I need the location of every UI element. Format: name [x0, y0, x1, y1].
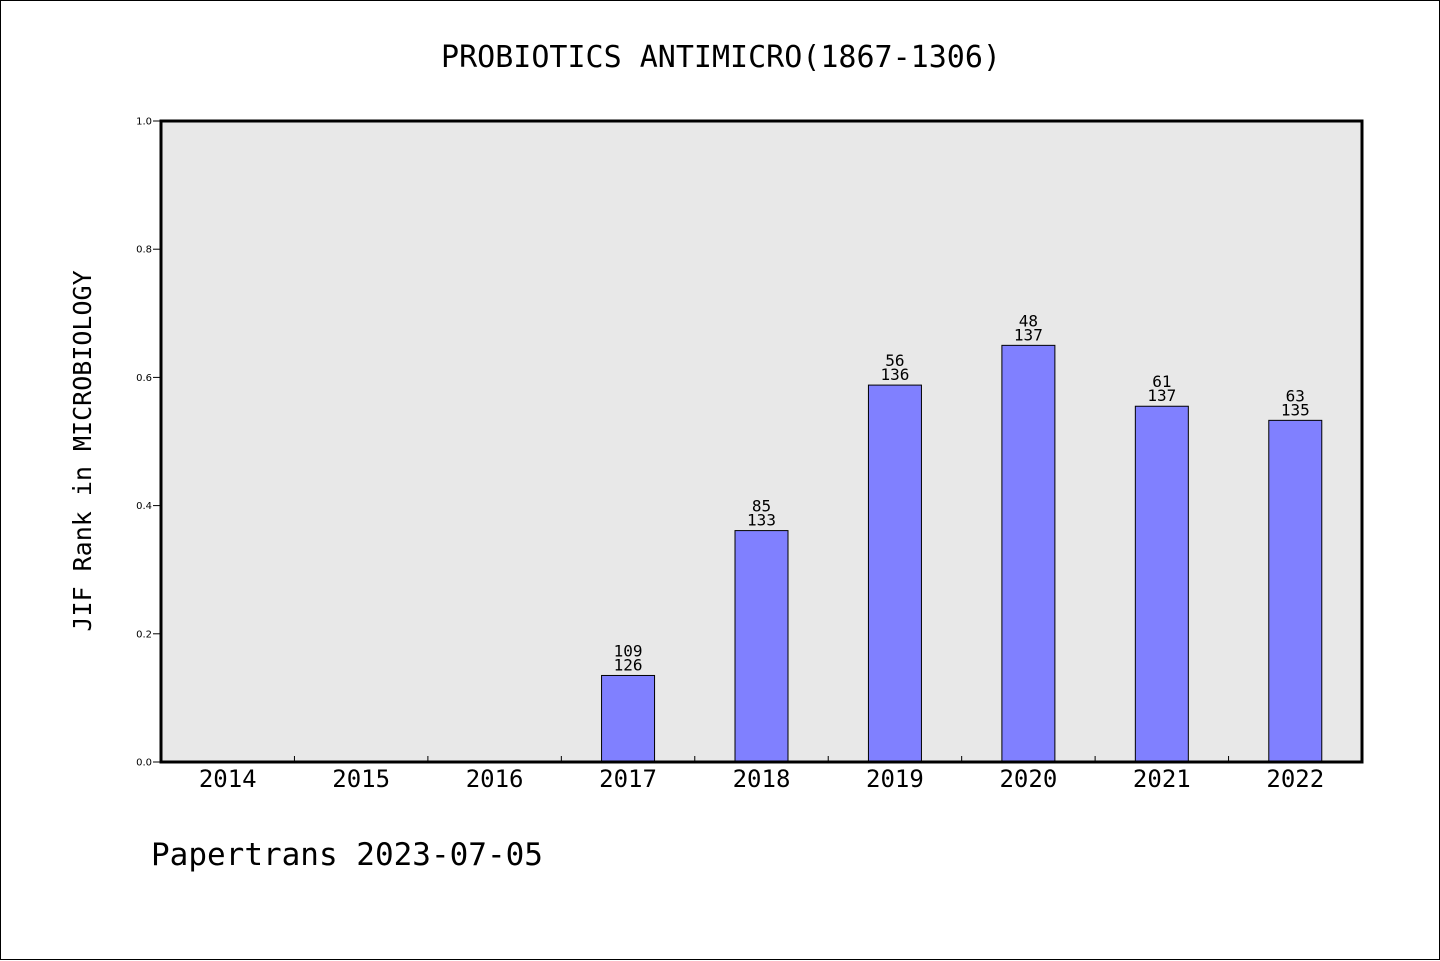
- x-tick-label: 2019: [866, 765, 924, 793]
- bar-total-label: 126: [614, 655, 643, 674]
- y-tick-label: 0.0: [136, 758, 152, 769]
- bar-rank-label: 48: [1019, 311, 1038, 330]
- bar-2022: [1268, 419, 1323, 763]
- y-tick-label: 0.8: [136, 245, 152, 256]
- bars: [601, 344, 1323, 763]
- x-tick-label: 2022: [1266, 765, 1324, 793]
- x-tick-label: 2021: [1133, 765, 1191, 793]
- x-tick-label: 2015: [332, 765, 390, 793]
- bar-rank-label: 56: [885, 351, 904, 370]
- plot-border: [159, 119, 1364, 764]
- bar-total-label: 137: [1147, 386, 1176, 405]
- x-tick-label: 2016: [466, 765, 524, 793]
- x-tick-label: 2018: [733, 765, 791, 793]
- bar-rank-label: 63: [1286, 386, 1305, 405]
- y-axis-label: JIF Rank in MICROBIOLOGY: [68, 270, 97, 631]
- y-tick-label: 0.6: [136, 373, 152, 384]
- y-tick-label: 0.2: [136, 629, 152, 640]
- bar-total-label: 135: [1281, 400, 1310, 419]
- x-tick-label: 2017: [599, 765, 657, 793]
- x-tick-label: 2020: [999, 765, 1057, 793]
- bar-2021: [1134, 405, 1189, 763]
- bar-2019: [867, 384, 922, 763]
- y-tick-label: 0.4: [136, 501, 152, 512]
- bar-rank-label: 61: [1152, 372, 1171, 391]
- bar-2020: [1001, 344, 1056, 763]
- y-ticks: 0.0 0.2 0.4 0.6 0.8 1.0: [136, 117, 161, 769]
- footer-credit: Papertrans 2023-07-05: [151, 837, 543, 873]
- x-tick-label: 2014: [199, 765, 257, 793]
- bar-2018: [734, 530, 789, 763]
- bar-rank-label: 109: [614, 641, 643, 660]
- chart-title: PROBIOTICS ANTIMICRO(1867-1306): [441, 40, 1001, 75]
- x-ticks: 2014 2015 2016 2017 2018 2019 2020 2021 2022: [199, 756, 1324, 793]
- bar-2017: [601, 674, 656, 763]
- bar-total-label: 133: [747, 511, 776, 530]
- y-tick-label: 1.0: [136, 117, 152, 128]
- bar-total-label: 137: [1014, 325, 1043, 344]
- bar-rank-label: 85: [752, 497, 771, 516]
- bar-total-label: 136: [880, 365, 909, 384]
